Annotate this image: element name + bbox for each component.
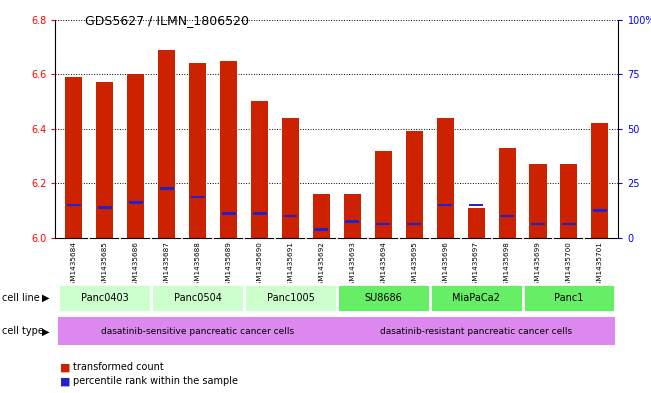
Text: GSM1435688: GSM1435688 (195, 241, 201, 290)
Text: Panc0504: Panc0504 (174, 293, 221, 303)
Bar (593, 209, 607, 212)
Bar (220, 61, 237, 238)
Text: GSM1435694: GSM1435694 (380, 241, 386, 290)
Text: ▶: ▶ (42, 326, 49, 336)
FancyBboxPatch shape (523, 284, 615, 312)
Bar (282, 118, 299, 238)
FancyBboxPatch shape (151, 284, 244, 312)
Bar (67, 204, 81, 206)
Bar (128, 74, 145, 238)
Bar (406, 131, 422, 238)
Text: cell type: cell type (2, 326, 44, 336)
Bar (591, 123, 609, 238)
Bar (284, 215, 298, 217)
Text: SU8686: SU8686 (365, 293, 402, 303)
Text: GSM1435687: GSM1435687 (163, 241, 170, 290)
Text: Panc0403: Panc0403 (81, 293, 129, 303)
Text: dasatinib-sensitive pancreatic cancer cells: dasatinib-sensitive pancreatic cancer ce… (101, 327, 294, 336)
Bar (531, 223, 545, 226)
Text: GSM1435696: GSM1435696 (442, 241, 448, 290)
Text: MiaPaCa2: MiaPaCa2 (452, 293, 500, 303)
FancyBboxPatch shape (244, 284, 337, 312)
Bar (529, 164, 546, 238)
Text: ■: ■ (60, 376, 70, 386)
Text: GSM1435695: GSM1435695 (411, 241, 417, 290)
Bar (159, 187, 174, 190)
Text: transformed count: transformed count (73, 362, 163, 373)
Text: GDS5627 / ILMN_1806520: GDS5627 / ILMN_1806520 (85, 14, 249, 27)
Text: ▶: ▶ (42, 293, 49, 303)
Bar (500, 215, 514, 217)
Bar (408, 223, 421, 226)
Bar (221, 212, 236, 215)
Bar (499, 148, 516, 238)
Text: GSM1435686: GSM1435686 (133, 241, 139, 290)
Text: ■: ■ (60, 362, 70, 373)
Text: GSM1435684: GSM1435684 (71, 241, 77, 290)
Text: GSM1435685: GSM1435685 (102, 241, 108, 290)
Bar (251, 101, 268, 238)
Bar (469, 204, 483, 206)
Bar (191, 195, 204, 198)
Bar (189, 63, 206, 238)
Text: GSM1435701: GSM1435701 (597, 241, 603, 290)
Text: percentile rank within the sample: percentile rank within the sample (73, 376, 238, 386)
Bar (438, 204, 452, 206)
FancyBboxPatch shape (59, 317, 337, 345)
Bar (375, 151, 392, 238)
Bar (467, 208, 484, 238)
Bar (376, 223, 390, 226)
FancyBboxPatch shape (59, 284, 151, 312)
Text: GSM1435700: GSM1435700 (566, 241, 572, 290)
Text: GSM1435698: GSM1435698 (504, 241, 510, 290)
Bar (65, 77, 83, 238)
Bar (437, 118, 454, 238)
Bar (562, 223, 576, 226)
Bar (253, 212, 266, 215)
Text: GSM1435689: GSM1435689 (226, 241, 232, 290)
Bar (98, 206, 112, 209)
Bar (346, 220, 359, 223)
Text: GSM1435690: GSM1435690 (256, 241, 262, 290)
Text: GSM1435699: GSM1435699 (535, 241, 541, 290)
Bar (313, 194, 330, 238)
FancyBboxPatch shape (337, 284, 430, 312)
Text: GSM1435693: GSM1435693 (350, 241, 355, 290)
Text: Panc1: Panc1 (554, 293, 584, 303)
Text: GSM1435691: GSM1435691 (288, 241, 294, 290)
Bar (314, 228, 328, 231)
Bar (129, 201, 143, 204)
Text: cell line: cell line (2, 293, 40, 303)
Text: GSM1435697: GSM1435697 (473, 241, 479, 290)
Text: Panc1005: Panc1005 (266, 293, 314, 303)
FancyBboxPatch shape (430, 284, 523, 312)
FancyBboxPatch shape (337, 317, 615, 345)
Bar (158, 50, 175, 238)
Bar (344, 194, 361, 238)
Bar (561, 164, 577, 238)
Text: dasatinib-resistant pancreatic cancer cells: dasatinib-resistant pancreatic cancer ce… (380, 327, 572, 336)
Bar (96, 83, 113, 238)
Text: GSM1435692: GSM1435692 (318, 241, 324, 290)
